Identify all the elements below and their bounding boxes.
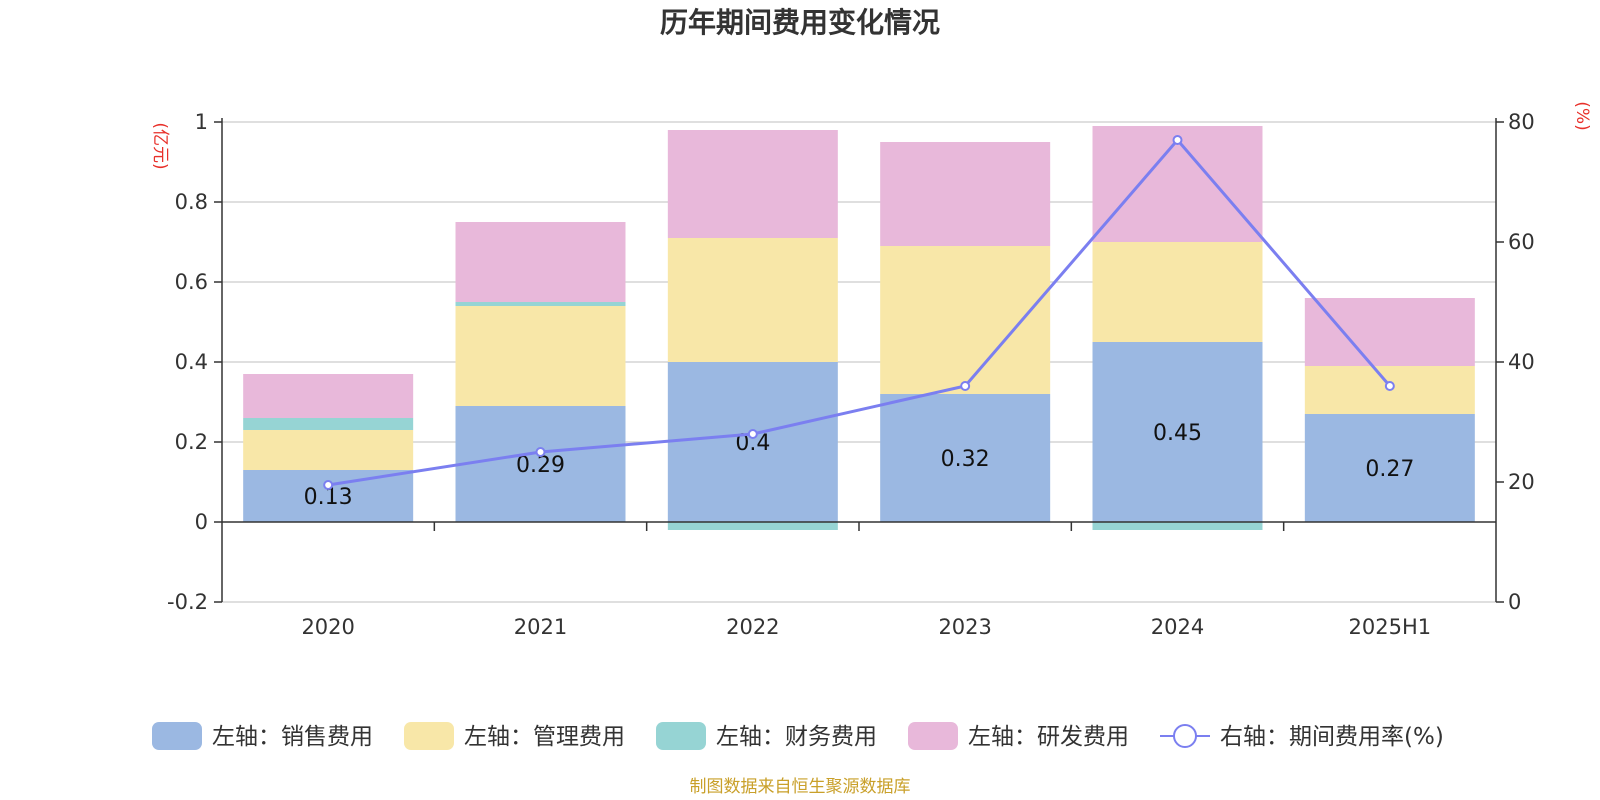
y-right-tick-label: 80 <box>1508 110 1535 134</box>
legend-swatch <box>656 722 706 750</box>
bar-segment <box>667 362 838 522</box>
legend-item[interactable]: 左轴：财务费用 <box>656 722 877 750</box>
legend-item[interactable]: 左轴：管理费用 <box>404 722 625 750</box>
rate-point <box>1172 135 1183 145</box>
legend-item[interactable]: 左轴：研发费用 <box>908 722 1129 750</box>
gridlines <box>222 121 1496 603</box>
legend-swatch <box>908 722 958 750</box>
bar-segment <box>667 522 838 530</box>
y-right-tick-label: 60 <box>1508 230 1535 254</box>
axes: -0.2 0 0.2 0.4 0.6 0.8 1 0 20 40 60 80 2020 2021 2022 2… <box>167 110 1535 639</box>
x-tick-label: 2023 <box>938 615 991 639</box>
right-axis-unit: (%) <box>1572 101 1592 130</box>
legend-item[interactable]: 左轴：销售费用 <box>152 722 373 750</box>
bar-segment <box>1304 414 1475 522</box>
rate-point <box>747 429 758 439</box>
bar-data-label: 0.32 <box>941 447 990 472</box>
bar-segment <box>455 302 626 306</box>
y-left-tick-label: 1 <box>195 110 208 134</box>
y-left-tick-label: 0.4 <box>175 350 208 374</box>
bar-segment <box>880 142 1051 246</box>
bar-segment <box>243 374 414 418</box>
bar-segment <box>455 222 626 302</box>
x-tick-label: 2025H1 <box>1349 615 1432 639</box>
bar-segment <box>243 430 414 470</box>
rate-point <box>323 480 334 490</box>
legend-swatch <box>404 722 454 750</box>
rate-point <box>960 381 971 391</box>
bar-segment <box>1092 342 1263 522</box>
y-left-tick-label: 0 <box>195 510 208 534</box>
legend-marker <box>1173 724 1197 748</box>
rate-point <box>535 447 546 457</box>
legend-label: 左轴：研发费用 <box>968 724 1129 750</box>
rate-line <box>323 135 1395 490</box>
legend-swatch <box>152 722 202 750</box>
source-note: 制图数据来自恒生聚源数据库 <box>690 777 911 797</box>
chart-title: 历年期间费用变化情况 <box>660 6 940 39</box>
bar-segment <box>243 470 414 522</box>
bar-data-label: 0.45 <box>1153 421 1202 446</box>
y-left-tick-label: 0.6 <box>175 270 208 294</box>
bar-segment <box>455 306 626 406</box>
x-tick-label: 2021 <box>514 615 567 639</box>
left-axis-unit: (亿元) <box>150 122 170 169</box>
x-tick-label: 2022 <box>726 615 779 639</box>
legend-label: 右轴：期间费用率(%) <box>1220 724 1444 750</box>
y-left-tick-label: 0.2 <box>175 430 208 454</box>
bar-segment <box>1304 298 1475 366</box>
bar-segment <box>455 406 626 522</box>
legend-label: 左轴：销售费用 <box>212 724 373 750</box>
bar-segment <box>667 130 838 238</box>
legend[interactable]: 左轴：销售费用 左轴：管理费用 左轴：财务费用 左轴：研发费用 右轴：期间费用率(%) <box>152 722 1444 750</box>
x-tick-label: 2020 <box>301 615 354 639</box>
legend-item[interactable]: 右轴：期间费用率(%) <box>1160 724 1444 750</box>
bar-segment <box>1092 126 1263 242</box>
bars <box>243 126 1475 530</box>
bar-data-label: 0.27 <box>1365 457 1414 482</box>
legend-label: 左轴：财务费用 <box>716 724 877 750</box>
bar-segment <box>880 246 1051 394</box>
legend-label: 左轴：管理费用 <box>464 724 625 750</box>
bar-segment <box>243 418 414 430</box>
bar-segment <box>880 394 1051 522</box>
rate-line-path <box>327 137 1391 487</box>
y-right-tick-label: 40 <box>1508 350 1535 374</box>
y-left-tick-label: -0.2 <box>167 590 208 614</box>
bar-data-label: 0.29 <box>516 453 565 478</box>
y-left-tick-label: 0.8 <box>175 190 208 214</box>
bar-segment <box>1092 522 1263 530</box>
rate-point <box>1384 381 1395 391</box>
y-right-tick-label: 20 <box>1508 470 1535 494</box>
x-tick-label: 2024 <box>1151 615 1204 639</box>
y-right-tick-label: 0 <box>1508 590 1521 614</box>
bar-segment <box>1092 242 1263 342</box>
bar-segment <box>667 238 838 362</box>
